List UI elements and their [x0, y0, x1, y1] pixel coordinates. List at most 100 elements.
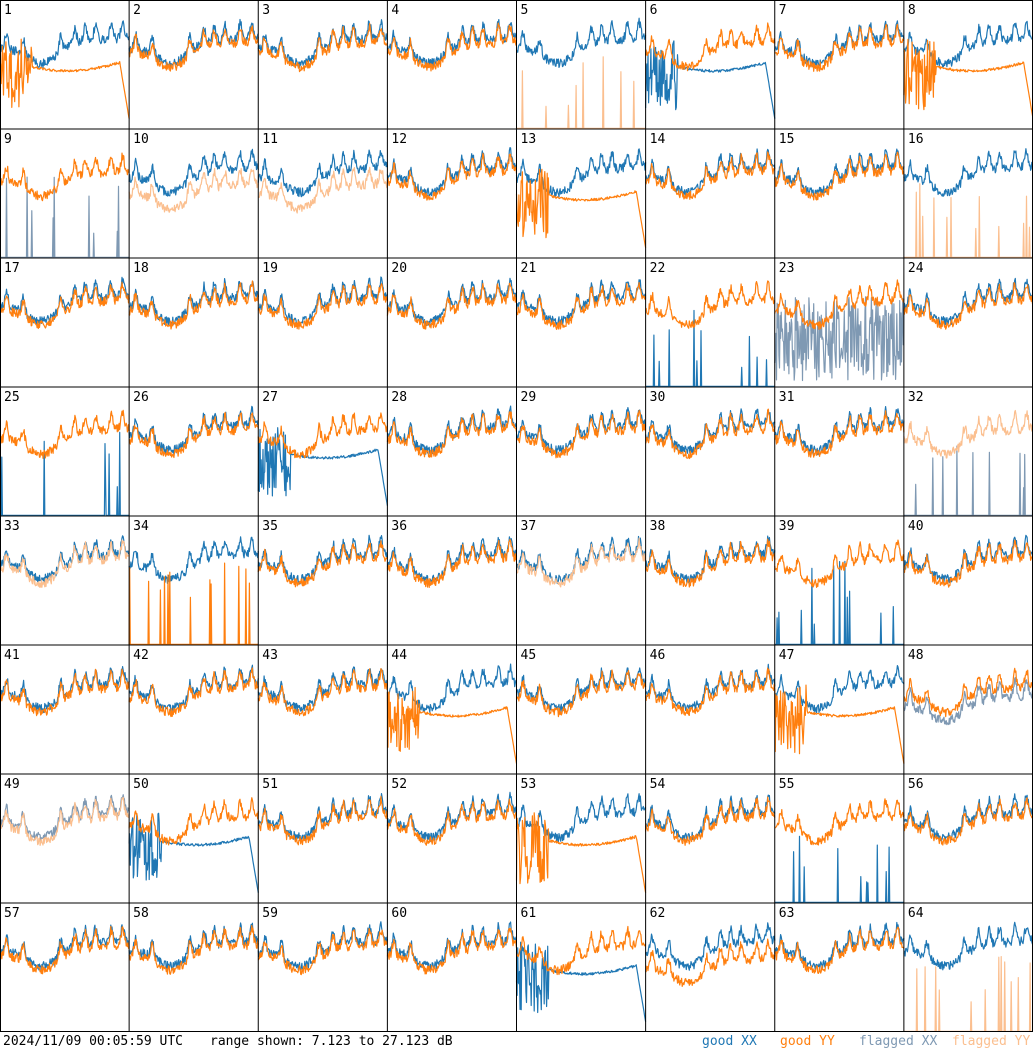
series-xx-panel-28: [387, 405, 518, 455]
series-xx-panel-60: [386, 921, 517, 972]
panel-label-11: 11: [262, 132, 278, 147]
panel-label-41: 41: [4, 648, 20, 663]
panel-58: 58: [128, 906, 259, 975]
series-xx-panel-44: [386, 663, 518, 713]
series-yy-panel-33: [0, 539, 130, 588]
series-yy-panel-41: [0, 668, 130, 717]
panel-label-22: 22: [650, 261, 666, 276]
series-xx-panel-9: [0, 176, 130, 258]
series-yy-panel-6: [645, 22, 776, 72]
panel-label-45: 45: [521, 648, 537, 663]
panel-41: 41: [0, 648, 130, 717]
series-yy-panel-50: [128, 797, 259, 846]
panel-label-6: 6: [650, 3, 658, 18]
series-xx-panel-40: [903, 534, 1033, 583]
panel-label-3: 3: [262, 3, 270, 18]
panel-label-42: 42: [133, 648, 149, 663]
panel-28: 28: [386, 390, 518, 458]
series-xx-panel-46: [645, 663, 776, 712]
series-xx-panel-10: [128, 148, 259, 197]
series-xx-panel-21: [515, 279, 647, 327]
panel-31: 31: [774, 390, 905, 458]
series-yy-panel-20: [386, 282, 517, 330]
series-xx-panel-50: [128, 812, 259, 893]
panel-24: 24: [903, 261, 1033, 330]
panel-label-62: 62: [650, 906, 666, 921]
series-yy-panel-60: [386, 927, 518, 975]
series-yy-panel-19: [257, 283, 388, 330]
series-xx-panel-2: [128, 18, 259, 68]
panel-label-29: 29: [521, 390, 537, 405]
panel-label-60: 60: [391, 906, 407, 921]
panel-4: 4: [386, 3, 518, 72]
panel-36: 36: [386, 519, 518, 588]
series-xx-panel-39: [774, 560, 904, 645]
panel-label-56: 56: [908, 777, 924, 792]
panel-9: 9: [0, 132, 130, 258]
series-xx-panel-57: [0, 924, 130, 972]
series-yy-panel-40: [903, 539, 1033, 588]
series-yy-panel-2: [128, 25, 259, 72]
panel-label-17: 17: [4, 261, 20, 276]
series-yy-panel-51: [257, 795, 388, 846]
series-xx-panel-4: [386, 19, 518, 68]
panel-15: 15: [774, 132, 905, 201]
series-yy-panel-4: [387, 22, 518, 72]
series-yy-panel-12: [386, 152, 518, 201]
panel-45: 45: [515, 648, 647, 718]
series-xx-panel-17: [0, 276, 130, 326]
panel-29: 29: [515, 390, 647, 459]
series-xx-panel-5: [515, 17, 647, 68]
panel-label-24: 24: [908, 261, 924, 276]
panel-8: 8: [903, 3, 1033, 119]
series-xx-panel-32: [903, 442, 1033, 516]
series-yy-panel-18: [128, 280, 259, 330]
panel-label-54: 54: [650, 777, 666, 792]
panel-19: 19: [257, 261, 388, 330]
panel-37: 37: [516, 519, 647, 588]
series-xx-panel-33: [0, 535, 130, 584]
panel-33: 33: [0, 519, 130, 588]
series-yy-panel-16: [903, 183, 1033, 258]
panel-16: 16: [903, 132, 1033, 258]
panel-label-39: 39: [779, 519, 795, 534]
series-xx-panel-63: [774, 921, 905, 971]
panel-label-40: 40: [908, 519, 924, 534]
series-xx-panel-23: [774, 296, 905, 382]
series-xx-panel-16: [903, 148, 1033, 197]
series-yy-panel-27: [257, 412, 388, 459]
series-xx-panel-35: [257, 534, 388, 585]
panel-label-63: 63: [779, 906, 795, 921]
panel-label-35: 35: [262, 519, 278, 534]
panel-54: 54: [645, 777, 776, 846]
panel-label-59: 59: [262, 906, 278, 921]
series-xx-panel-25: [0, 431, 130, 516]
panel-label-52: 52: [391, 777, 407, 792]
range-label: range shown: 7.123 to 27.123 dB: [210, 1034, 453, 1049]
series-yy-panel-30: [645, 408, 776, 460]
panel-label-13: 13: [521, 132, 537, 147]
panel-label-57: 57: [4, 906, 20, 921]
series-yy-panel-38: [645, 538, 776, 588]
series-yy-panel-14: [645, 151, 776, 200]
panel-label-27: 27: [262, 390, 278, 405]
legend-flagged-yy: flagged YY: [952, 1034, 1031, 1049]
panel-25: 25: [0, 390, 130, 516]
series-xx-panel-7: [774, 20, 905, 68]
panel-42: 42: [128, 648, 259, 718]
panel-30: 30: [645, 390, 776, 460]
panel-18: 18: [128, 261, 259, 330]
series-xx-panel-6: [645, 40, 776, 119]
panel-35: 35: [257, 519, 388, 588]
panel-34: 34: [128, 519, 259, 645]
panel-label-21: 21: [521, 261, 537, 276]
series-xx-panel-59: [257, 921, 388, 972]
series-xx-panel-42: [128, 664, 259, 712]
panel-label-28: 28: [391, 390, 407, 405]
panel-5: 5: [515, 3, 647, 129]
panel-64: 64: [903, 906, 1033, 1032]
panel-label-7: 7: [779, 3, 787, 18]
series-xx-panel-56: [903, 793, 1033, 842]
panel-label-25: 25: [4, 390, 20, 405]
series-yy-panel-21: [515, 282, 647, 330]
